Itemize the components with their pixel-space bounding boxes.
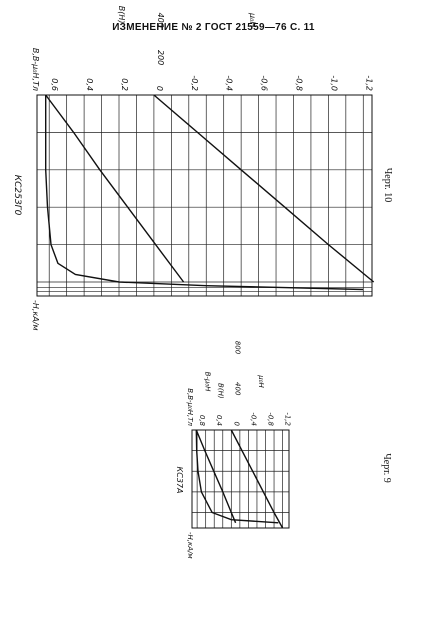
x-tick-label: 200: [156, 50, 165, 65]
figure-caption: Черт. 9: [381, 453, 392, 482]
series-line: [45, 95, 364, 291]
series-label: μ₀H: [257, 374, 265, 388]
chart-frame: [36, 94, 373, 297]
y-tick-label: 0: [232, 422, 240, 427]
x-tick-label: 400: [156, 13, 165, 28]
grade-label: КС37А: [175, 467, 184, 494]
x-axis-label: -H,кА/м: [31, 300, 40, 330]
series-label: μ₀H: [248, 12, 257, 27]
y-tick-label: -1,2: [284, 412, 292, 426]
y-tick-label: 0,4: [215, 415, 223, 426]
y-tick-label: -0,4: [249, 412, 257, 426]
series-line: [45, 94, 185, 283]
series-label: B(H): [117, 6, 126, 24]
y-axis-label: B,B-μ₀H,Тл: [31, 48, 40, 91]
y-tick-label: -0,2: [190, 75, 199, 91]
x-tick-label: 800: [233, 341, 241, 355]
y-tick-label: -0,8: [266, 412, 274, 426]
series-line: [195, 429, 279, 524]
x-axis-label: -H,кА/м: [186, 532, 194, 559]
y-tick-label: 0,4: [85, 78, 94, 91]
series-label: B-μ₀H: [204, 372, 212, 392]
page-header: ИЗМЕНЕНИЕ № 2 ГОСТ 21559—76 С. 11: [112, 22, 315, 33]
series-line: [195, 429, 237, 524]
y-tick-label: -1,0: [329, 75, 338, 91]
x-tick-label: 400: [233, 382, 241, 396]
series-label: B(H): [216, 383, 224, 399]
y-tick-label: -1,2: [364, 75, 373, 91]
series-line: [230, 429, 284, 529]
chart-0: 0,6 0,4 0,2 0 -0,2 -0,4 -0,6 -0,8 -1,0 -1,2 B,B-μ₀…: [12, 6, 393, 331]
chart-frame: [191, 429, 290, 529]
y-tick-label: 0,2: [120, 78, 129, 91]
figure-caption: Черт. 10: [382, 168, 393, 202]
y-tick-label: -0,8: [294, 75, 303, 91]
y-tick-label: 0: [155, 86, 164, 91]
y-tick-label: 0,8: [198, 415, 206, 427]
grade-label: КС25ЗГ0: [12, 175, 22, 216]
y-axis-label: B,B-μ₀H,Тл: [186, 388, 194, 426]
y-tick-label: -0,4: [225, 75, 234, 91]
y-tick-label: 0,6: [50, 78, 59, 91]
series-line: [153, 94, 375, 283]
y-tick-label: -0,6: [260, 75, 269, 91]
chart-1: 0,8 0,4 0 -0,4 -0,8 -1,2 B,B-μ₀H,Тл 800 400 -H,кА…: [175, 341, 392, 560]
